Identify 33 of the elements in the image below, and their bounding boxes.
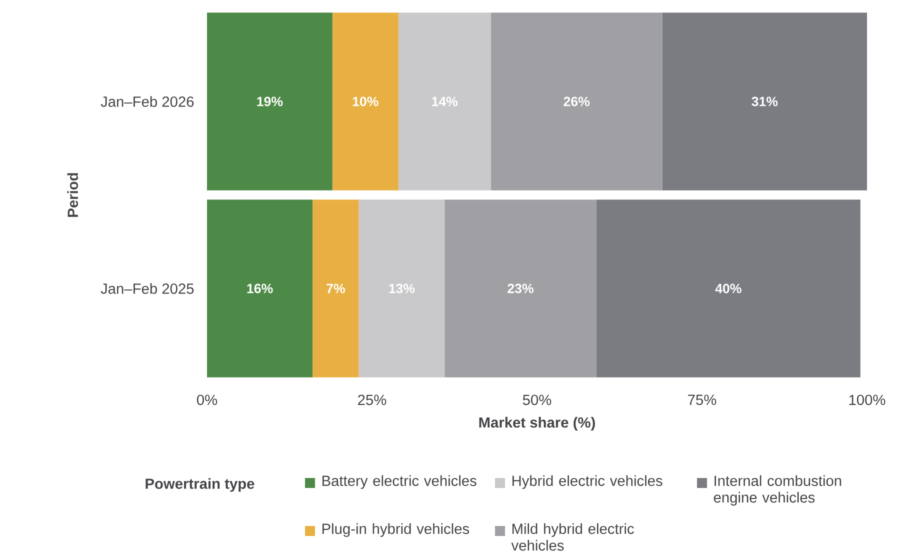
data-label: 40% [715, 284, 742, 294]
legend-label: Hybrid electric vehicles [512, 475, 662, 489]
data-label: 10% [352, 96, 378, 106]
x-tick-label: 25% [358, 394, 386, 406]
data-label: 31% [752, 96, 778, 106]
bar [207, 12, 332, 190]
bar [596, 200, 860, 378]
bar [207, 200, 313, 378]
x-tick-label: 50% [522, 394, 552, 406]
data-label: 7% [326, 284, 345, 294]
data-label: 19% [257, 96, 283, 106]
legend-label: Mild hybrid electric vehicles [511, 523, 634, 551]
bar [358, 200, 445, 378]
bar [662, 12, 867, 190]
data-label: 16% [247, 284, 273, 294]
legend-label: Plug-in hybrid vehicles [322, 523, 470, 537]
legend-title: Powertrain type [146, 478, 254, 492]
y-axis-title: Period [67, 173, 78, 217]
x-axis-title: Market share (%) [479, 416, 595, 431]
x-tick-label: 75% [688, 394, 716, 406]
y-tick-label: Jan–Feb 2026 [100, 96, 194, 107]
x-tick-label: 100% [849, 394, 886, 406]
legend-label: Internal combustion engine vehicles [714, 475, 842, 506]
data-label: 26% [564, 96, 590, 106]
bar [312, 200, 359, 378]
bar [398, 12, 491, 190]
y-tick-label: Jan–Feb 2025 [100, 283, 194, 294]
data-label: 23% [508, 284, 534, 294]
bar [490, 12, 662, 190]
x-tick-label: 0% [196, 394, 218, 406]
bar [444, 200, 596, 378]
bar [332, 12, 398, 190]
legend-label: Battery electric vehicles [322, 475, 476, 489]
